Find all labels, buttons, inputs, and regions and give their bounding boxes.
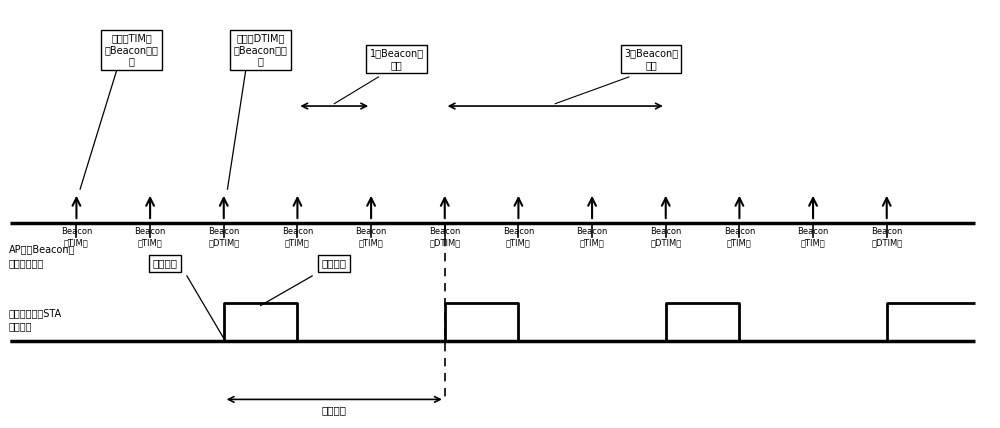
Text: 休眠状态: 休眠状态 xyxy=(152,258,177,268)
Text: Beacon
（TIM）: Beacon （TIM） xyxy=(134,227,166,247)
Text: Beacon
（DTIM）: Beacon （DTIM） xyxy=(208,227,239,247)
Text: Beacon
（TIM）: Beacon （TIM） xyxy=(797,227,829,247)
Text: 省电模式下的STA
工作状态: 省电模式下的STA 工作状态 xyxy=(9,308,62,331)
Text: 发送带TIM信
息Beacon帧时
刻: 发送带TIM信 息Beacon帧时 刻 xyxy=(105,33,159,66)
Text: Beacon
（TIM）: Beacon （TIM） xyxy=(282,227,313,247)
Text: Beacon
（TIM）: Beacon （TIM） xyxy=(355,227,387,247)
Text: Beacon
（DTIM）: Beacon （DTIM） xyxy=(871,227,902,247)
Text: Beacon
（TIM）: Beacon （TIM） xyxy=(61,227,92,247)
Text: 1个Beacon帧
间隔: 1个Beacon帧 间隔 xyxy=(370,48,424,70)
Text: 发送带DTIM信
息Beacon帧时
刻: 发送带DTIM信 息Beacon帧时 刻 xyxy=(234,33,288,66)
Text: AP进行Beacon帧
发送的时刻点: AP进行Beacon帧 发送的时刻点 xyxy=(9,244,75,268)
Text: Beacon
（TIM）: Beacon （TIM） xyxy=(576,227,608,247)
Text: 休眠时长: 休眠时长 xyxy=(322,405,347,415)
Text: 清醒状态: 清醒状态 xyxy=(322,258,347,268)
Text: 3个Beacon帧
间隔: 3个Beacon帧 间隔 xyxy=(624,48,678,70)
Text: Beacon
（DTIM）: Beacon （DTIM） xyxy=(650,227,681,247)
Text: Beacon
（TIM）: Beacon （TIM） xyxy=(724,227,755,247)
Text: Beacon
（DTIM）: Beacon （DTIM） xyxy=(429,227,460,247)
Text: Beacon
（TIM）: Beacon （TIM） xyxy=(503,227,534,247)
